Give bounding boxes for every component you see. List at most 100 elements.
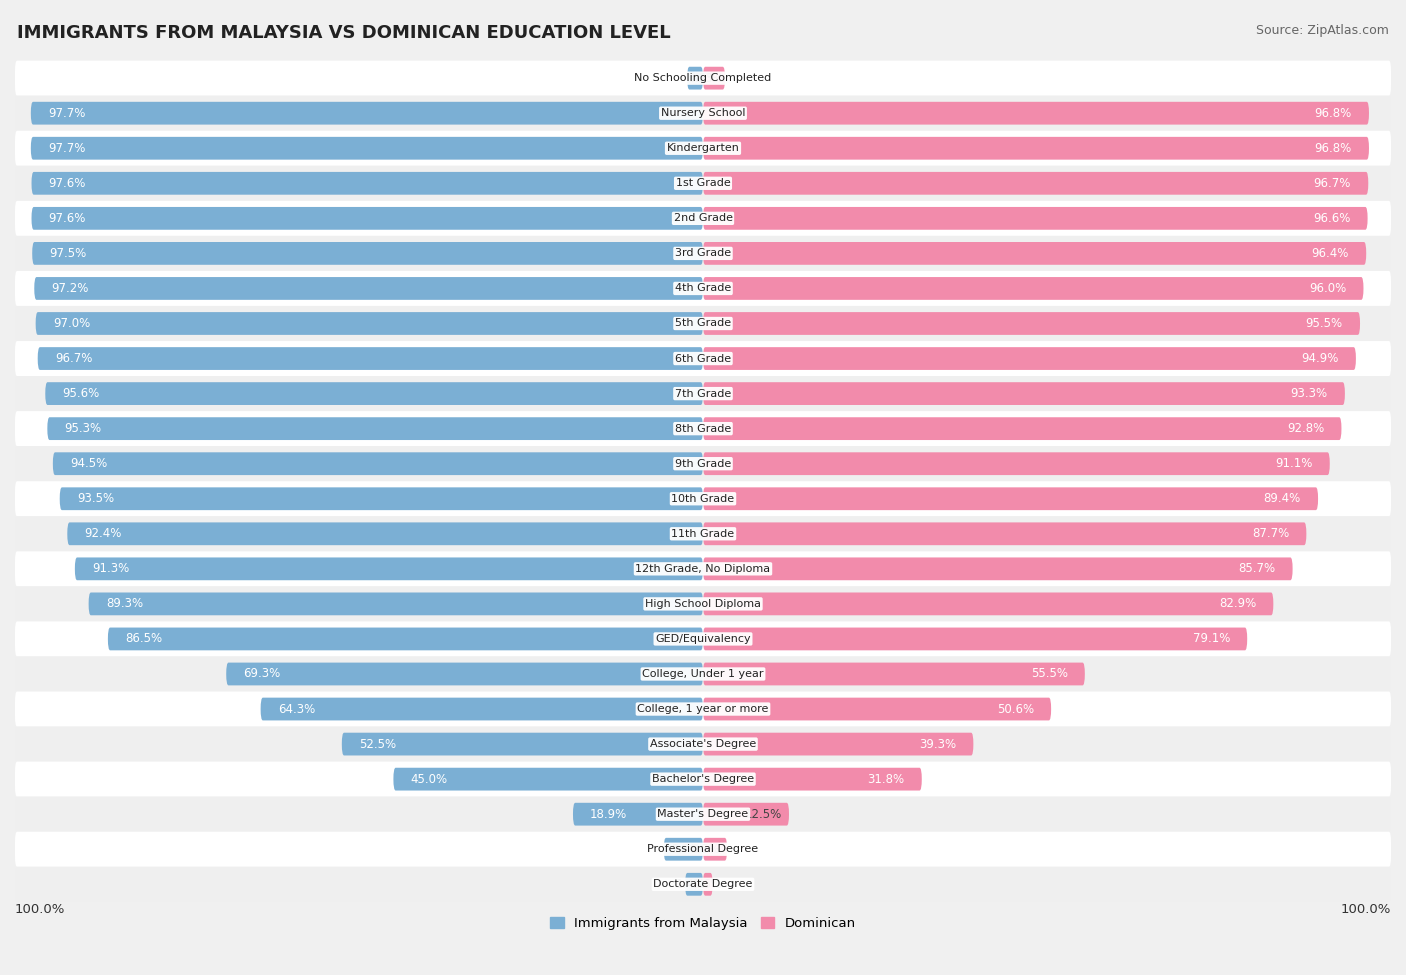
Text: 12th Grade, No Diploma: 12th Grade, No Diploma xyxy=(636,564,770,574)
Text: 96.8%: 96.8% xyxy=(1315,141,1351,155)
Text: 1.4%: 1.4% xyxy=(676,878,706,891)
FancyBboxPatch shape xyxy=(703,347,1355,370)
Text: GED/Equivalency: GED/Equivalency xyxy=(655,634,751,644)
Text: 97.2%: 97.2% xyxy=(52,282,89,295)
FancyBboxPatch shape xyxy=(226,663,703,685)
Text: 86.5%: 86.5% xyxy=(125,633,162,645)
FancyBboxPatch shape xyxy=(15,236,1391,271)
FancyBboxPatch shape xyxy=(703,873,713,896)
Text: 5th Grade: 5th Grade xyxy=(675,319,731,329)
FancyBboxPatch shape xyxy=(703,593,1274,615)
FancyBboxPatch shape xyxy=(688,66,703,90)
FancyBboxPatch shape xyxy=(15,271,1391,306)
FancyBboxPatch shape xyxy=(664,838,703,861)
Text: 85.7%: 85.7% xyxy=(1239,563,1275,575)
FancyBboxPatch shape xyxy=(45,382,703,405)
Text: 96.7%: 96.7% xyxy=(1313,176,1351,190)
FancyBboxPatch shape xyxy=(703,452,1330,475)
FancyBboxPatch shape xyxy=(703,312,1360,334)
Text: 52.5%: 52.5% xyxy=(359,738,396,751)
Text: 97.0%: 97.0% xyxy=(53,317,90,330)
Text: 79.1%: 79.1% xyxy=(1192,633,1230,645)
FancyBboxPatch shape xyxy=(703,207,1368,230)
FancyBboxPatch shape xyxy=(15,797,1391,832)
FancyBboxPatch shape xyxy=(108,628,703,650)
FancyBboxPatch shape xyxy=(703,136,1369,160)
Text: College, Under 1 year: College, Under 1 year xyxy=(643,669,763,679)
Text: 87.7%: 87.7% xyxy=(1251,527,1289,540)
Text: 95.5%: 95.5% xyxy=(1306,317,1343,330)
Text: 2nd Grade: 2nd Grade xyxy=(673,214,733,223)
FancyBboxPatch shape xyxy=(703,417,1341,440)
Text: Kindergarten: Kindergarten xyxy=(666,143,740,153)
Text: 55.5%: 55.5% xyxy=(1031,668,1067,681)
Text: 100.0%: 100.0% xyxy=(1341,903,1391,916)
FancyBboxPatch shape xyxy=(15,131,1391,166)
Text: 94.9%: 94.9% xyxy=(1302,352,1339,365)
Text: 97.7%: 97.7% xyxy=(48,141,86,155)
FancyBboxPatch shape xyxy=(89,593,703,615)
FancyBboxPatch shape xyxy=(15,691,1391,726)
Text: 93.3%: 93.3% xyxy=(1291,387,1327,400)
FancyBboxPatch shape xyxy=(703,558,1292,580)
Text: 96.6%: 96.6% xyxy=(1313,212,1350,225)
FancyBboxPatch shape xyxy=(574,802,703,826)
Text: 89.3%: 89.3% xyxy=(105,598,143,610)
FancyBboxPatch shape xyxy=(342,732,703,756)
FancyBboxPatch shape xyxy=(15,376,1391,411)
Text: 82.9%: 82.9% xyxy=(1219,598,1256,610)
FancyBboxPatch shape xyxy=(703,101,1369,125)
FancyBboxPatch shape xyxy=(703,382,1346,405)
Text: 8th Grade: 8th Grade xyxy=(675,424,731,434)
Text: Bachelor's Degree: Bachelor's Degree xyxy=(652,774,754,784)
Legend: Immigrants from Malaysia, Dominican: Immigrants from Malaysia, Dominican xyxy=(546,912,860,935)
Text: 95.3%: 95.3% xyxy=(65,422,101,435)
Text: Nursery School: Nursery School xyxy=(661,108,745,118)
FancyBboxPatch shape xyxy=(15,517,1391,551)
FancyBboxPatch shape xyxy=(15,867,1391,902)
FancyBboxPatch shape xyxy=(15,621,1391,656)
FancyBboxPatch shape xyxy=(394,767,703,791)
FancyBboxPatch shape xyxy=(703,628,1247,650)
Text: 3.5%: 3.5% xyxy=(690,842,720,856)
Text: 96.8%: 96.8% xyxy=(1315,106,1351,120)
FancyBboxPatch shape xyxy=(703,663,1085,685)
Text: 96.4%: 96.4% xyxy=(1312,247,1348,260)
FancyBboxPatch shape xyxy=(703,767,922,791)
Text: Professional Degree: Professional Degree xyxy=(647,844,759,854)
FancyBboxPatch shape xyxy=(703,66,725,90)
FancyBboxPatch shape xyxy=(15,96,1391,131)
FancyBboxPatch shape xyxy=(703,488,1317,510)
Text: 2.3%: 2.3% xyxy=(695,71,724,85)
FancyBboxPatch shape xyxy=(15,761,1391,797)
FancyBboxPatch shape xyxy=(15,341,1391,376)
FancyBboxPatch shape xyxy=(67,523,703,545)
Text: 39.3%: 39.3% xyxy=(920,738,956,751)
FancyBboxPatch shape xyxy=(15,726,1391,761)
Text: Source: ZipAtlas.com: Source: ZipAtlas.com xyxy=(1256,24,1389,37)
FancyBboxPatch shape xyxy=(15,832,1391,867)
Text: 31.8%: 31.8% xyxy=(868,772,904,786)
FancyBboxPatch shape xyxy=(31,172,703,195)
FancyBboxPatch shape xyxy=(15,306,1391,341)
Text: 3rd Grade: 3rd Grade xyxy=(675,249,731,258)
FancyBboxPatch shape xyxy=(703,838,727,861)
FancyBboxPatch shape xyxy=(15,586,1391,621)
Text: 97.7%: 97.7% xyxy=(48,106,86,120)
FancyBboxPatch shape xyxy=(15,201,1391,236)
Text: 94.5%: 94.5% xyxy=(70,457,107,470)
Text: 64.3%: 64.3% xyxy=(278,703,315,716)
Text: 91.3%: 91.3% xyxy=(91,563,129,575)
Text: Master's Degree: Master's Degree xyxy=(658,809,748,819)
FancyBboxPatch shape xyxy=(31,207,703,230)
Text: 12.5%: 12.5% xyxy=(745,807,782,821)
FancyBboxPatch shape xyxy=(15,656,1391,691)
Text: IMMIGRANTS FROM MALAYSIA VS DOMINICAN EDUCATION LEVEL: IMMIGRANTS FROM MALAYSIA VS DOMINICAN ED… xyxy=(17,24,671,42)
Text: 3.2%: 3.2% xyxy=(689,71,718,85)
FancyBboxPatch shape xyxy=(31,136,703,160)
Text: 92.8%: 92.8% xyxy=(1286,422,1324,435)
Text: 69.3%: 69.3% xyxy=(243,668,281,681)
FancyBboxPatch shape xyxy=(32,242,703,265)
FancyBboxPatch shape xyxy=(59,488,703,510)
Text: No Schooling Completed: No Schooling Completed xyxy=(634,73,772,83)
